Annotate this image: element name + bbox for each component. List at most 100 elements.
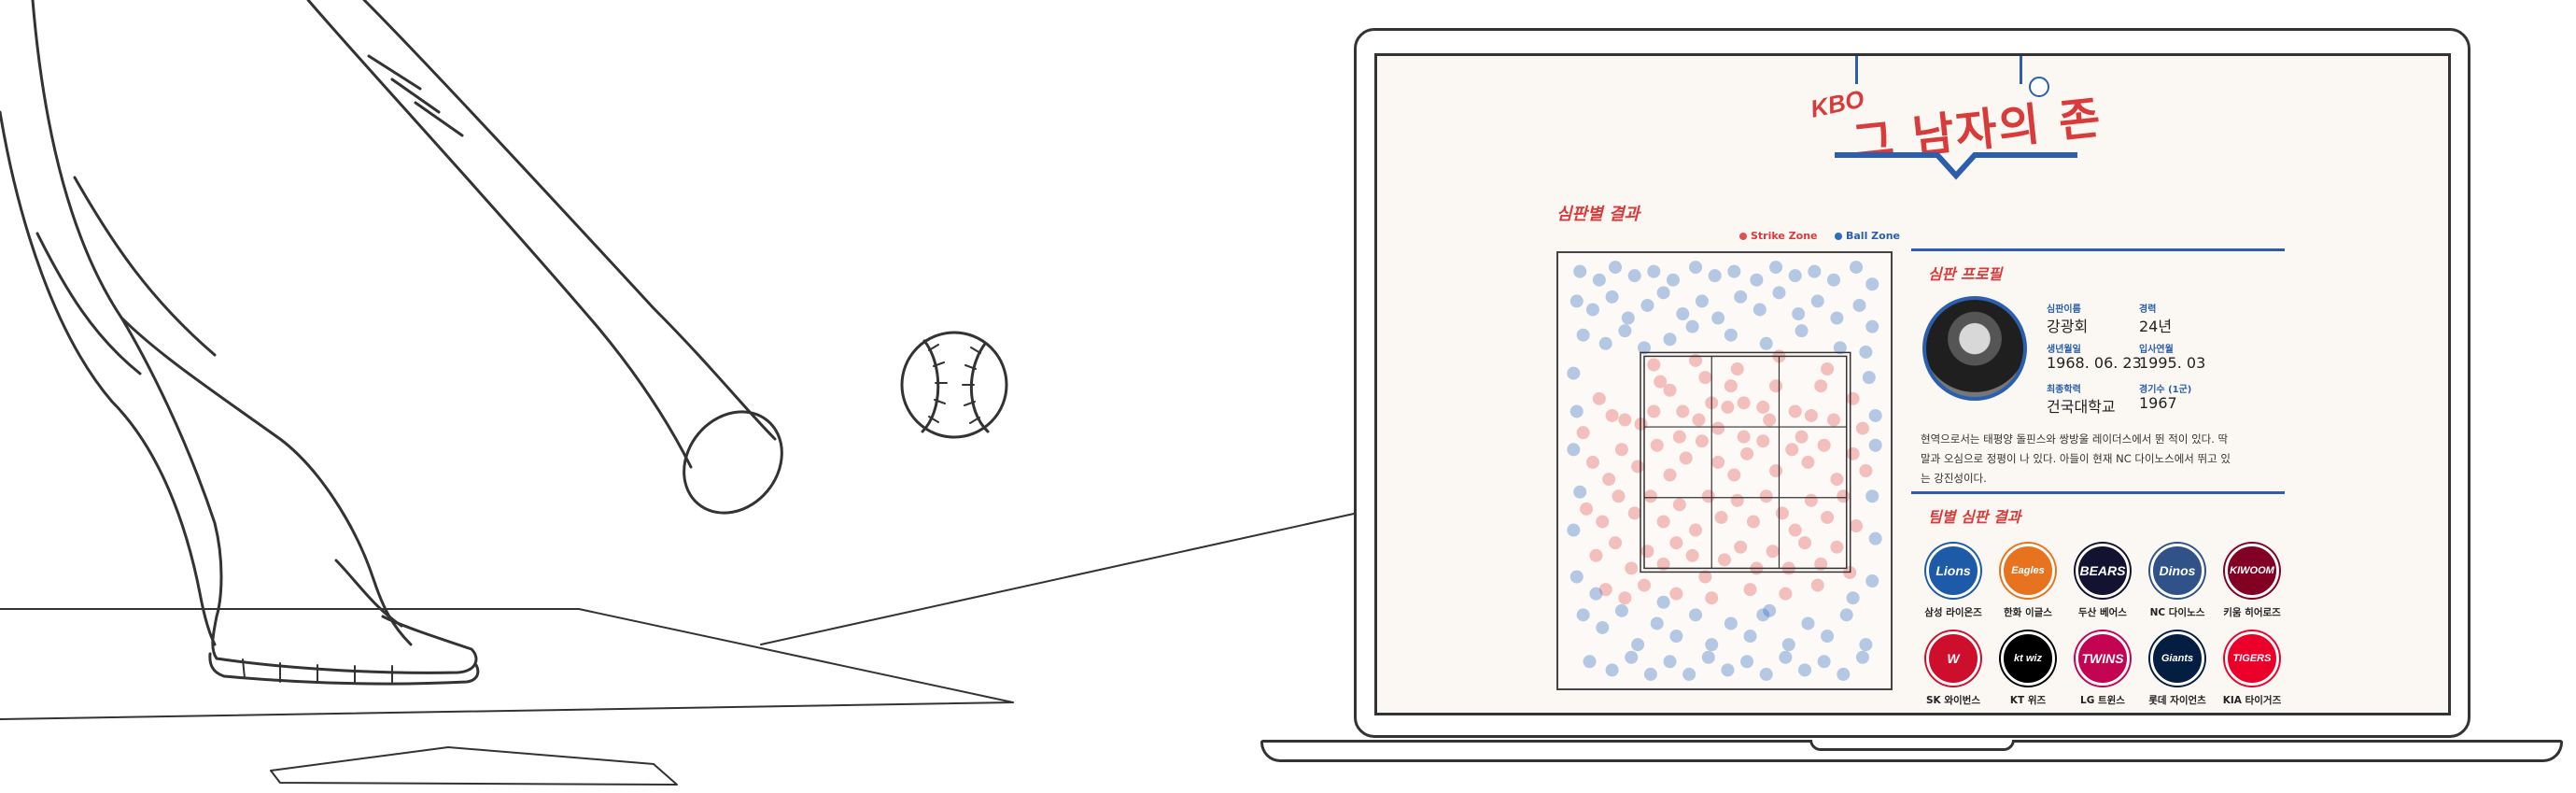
strike-point-42[interactable] <box>1612 489 1626 503</box>
ball-point-63[interactable] <box>1705 638 1719 652</box>
strike-point-14[interactable] <box>1769 379 1783 393</box>
ball-point-47[interactable] <box>1868 408 1882 422</box>
strike-point-73[interactable] <box>1814 557 1828 571</box>
ball-point-36[interactable] <box>1638 341 1651 355</box>
ball-point-46[interactable] <box>1570 404 1584 418</box>
ball-point-21[interactable] <box>1656 286 1670 300</box>
ball-point-22[interactable] <box>1676 307 1690 321</box>
ball-point-87[interactable] <box>1589 587 1603 601</box>
strike-point-44[interactable] <box>1643 489 1657 503</box>
ball-point-51[interactable] <box>1865 489 1879 503</box>
strike-point-19[interactable] <box>1846 391 1860 405</box>
strike-point-89[interactable] <box>1711 421 1725 435</box>
strike-point-56[interactable] <box>1821 510 1835 524</box>
ball-point-43[interactable] <box>1859 345 1873 359</box>
ball-point-68[interactable] <box>1801 616 1815 630</box>
team-item-2[interactable]: BEARS 두산 베어스 <box>2066 544 2139 619</box>
strike-point-57[interactable] <box>1837 489 1851 503</box>
strike-point-32[interactable] <box>1756 434 1770 448</box>
team-item-6[interactable]: kt wiz KT 위즈 <box>1992 631 2064 707</box>
ball-point-11[interactable] <box>1788 269 1802 283</box>
strike-point-30[interactable] <box>1727 468 1741 482</box>
strike-point-95[interactable] <box>1795 430 1809 444</box>
strike-point-70[interactable] <box>1766 545 1780 559</box>
ball-point-9[interactable] <box>1750 273 1764 287</box>
ball-point-4[interactable] <box>1647 264 1661 278</box>
ball-point-49[interactable] <box>1868 438 1882 452</box>
ball-point-18[interactable] <box>1605 290 1619 304</box>
ball-point-69[interactable] <box>1821 630 1835 644</box>
ball-point-23[interactable] <box>1695 294 1709 308</box>
strike-point-27[interactable] <box>1679 451 1693 465</box>
strike-point-88[interactable] <box>1821 362 1835 376</box>
ball-point-6[interactable] <box>1689 261 1703 275</box>
strike-point-86[interactable] <box>1730 362 1744 376</box>
ball-point-12[interactable] <box>1808 264 1822 278</box>
ball-point-85[interactable] <box>1837 667 1851 681</box>
ball-point-15[interactable] <box>1865 277 1879 291</box>
strike-point-3[interactable] <box>1618 413 1632 427</box>
pitch-chart[interactable] <box>1556 251 1893 690</box>
team-item-0[interactable]: Lions 삼성 라이온즈 <box>1917 544 1990 619</box>
ball-point-76[interactable] <box>1663 655 1677 669</box>
strike-point-72[interactable] <box>1798 536 1811 550</box>
strike-point-43[interactable] <box>1627 506 1641 520</box>
ball-point-41[interactable] <box>1795 324 1809 338</box>
strike-point-39[interactable] <box>1859 464 1873 477</box>
ball-point-57[interactable] <box>1596 620 1610 634</box>
ball-point-19[interactable] <box>1621 311 1635 325</box>
strike-point-2[interactable] <box>1605 408 1619 422</box>
ball-point-16[interactable] <box>1570 294 1584 308</box>
ball-point-67[interactable] <box>1781 638 1795 652</box>
strike-point-61[interactable] <box>1625 561 1639 575</box>
ball-point-79[interactable] <box>1721 663 1735 677</box>
strike-point-92[interactable] <box>1763 413 1777 427</box>
strike-point-59[interactable] <box>1589 548 1603 562</box>
ball-point-88[interactable] <box>1656 595 1670 609</box>
ball-point-25[interactable] <box>1734 290 1748 304</box>
strike-point-58[interactable] <box>1850 519 1864 533</box>
team-item-7[interactable]: TWINS LG 트윈스 <box>2066 631 2139 707</box>
ball-point-70[interactable] <box>1839 608 1853 622</box>
strike-point-37[interactable] <box>1830 473 1844 487</box>
ball-point-10[interactable] <box>1769 261 1783 275</box>
team-item-5[interactable]: W SK 와이번스 <box>1917 631 1990 707</box>
ball-point-80[interactable] <box>1740 655 1754 669</box>
strike-point-85[interactable] <box>1689 353 1703 367</box>
site-logo[interactable]: KBO 그 남자의 존 <box>1769 56 2105 187</box>
ball-point-0[interactable] <box>1573 264 1587 278</box>
ball-point-71[interactable] <box>1859 638 1873 652</box>
strike-point-68[interactable] <box>1734 540 1748 554</box>
strike-point-13[interactable] <box>1756 400 1770 414</box>
strike-point-35[interactable] <box>1801 455 1815 469</box>
ball-point-30[interactable] <box>1830 311 1844 325</box>
ball-point-65[interactable] <box>1743 630 1757 644</box>
ball-point-31[interactable] <box>1852 298 1866 312</box>
ball-point-78[interactable] <box>1701 650 1715 664</box>
ball-point-5[interactable] <box>1666 273 1680 287</box>
strike-point-9[interactable] <box>1692 413 1706 427</box>
strike-point-82[interactable] <box>1779 587 1793 601</box>
ball-point-83[interactable] <box>1798 663 1811 677</box>
team-item-9[interactable]: TIGERS KIA 타이거즈 <box>2216 631 2288 707</box>
strike-point-93[interactable] <box>1724 379 1738 393</box>
strike-point-34[interactable] <box>1785 443 1799 457</box>
strike-point-20[interactable] <box>1855 421 1869 435</box>
ball-point-81[interactable] <box>1759 667 1773 681</box>
ball-point-90[interactable] <box>1846 591 1860 605</box>
strike-point-63[interactable] <box>1656 557 1670 571</box>
strike-point-21[interactable] <box>1585 455 1599 469</box>
strike-point-33[interactable] <box>1769 464 1783 477</box>
ball-point-7[interactable] <box>1708 269 1722 283</box>
ball-point-58[interactable] <box>1614 603 1628 617</box>
strike-point-8[interactable] <box>1676 404 1690 418</box>
ball-point-50[interactable] <box>1573 485 1587 499</box>
team-item-8[interactable]: Giants 롯데 자이언츠 <box>2141 631 2214 707</box>
strike-point-84[interactable] <box>1647 358 1661 372</box>
ball-point-74[interactable] <box>1625 650 1639 664</box>
ball-point-38[interactable] <box>1685 319 1699 333</box>
strike-point-24[interactable] <box>1631 460 1645 474</box>
ball-point-72[interactable] <box>1583 655 1597 669</box>
strike-point-36[interactable] <box>1817 438 1831 452</box>
strike-point-65[interactable] <box>1685 548 1699 562</box>
